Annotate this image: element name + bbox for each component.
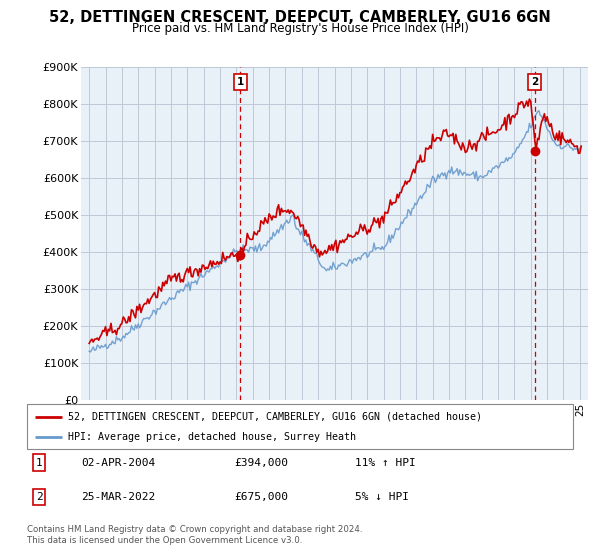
- Text: 1: 1: [35, 458, 43, 468]
- Text: £394,000: £394,000: [235, 458, 289, 468]
- Text: 25-MAR-2022: 25-MAR-2022: [82, 492, 156, 502]
- Text: 5% ↓ HPI: 5% ↓ HPI: [355, 492, 409, 502]
- Text: 52, DETTINGEN CRESCENT, DEEPCUT, CAMBERLEY, GU16 6GN: 52, DETTINGEN CRESCENT, DEEPCUT, CAMBERL…: [49, 10, 551, 25]
- Text: HPI: Average price, detached house, Surrey Heath: HPI: Average price, detached house, Surr…: [68, 432, 356, 442]
- Text: Contains HM Land Registry data © Crown copyright and database right 2024.
This d: Contains HM Land Registry data © Crown c…: [27, 525, 362, 545]
- FancyBboxPatch shape: [27, 404, 573, 449]
- Text: 1: 1: [237, 77, 244, 87]
- Text: 02-APR-2004: 02-APR-2004: [82, 458, 156, 468]
- Text: £675,000: £675,000: [235, 492, 289, 502]
- Text: 2: 2: [531, 77, 538, 87]
- Text: 2: 2: [35, 492, 43, 502]
- Text: 52, DETTINGEN CRESCENT, DEEPCUT, CAMBERLEY, GU16 6GN (detached house): 52, DETTINGEN CRESCENT, DEEPCUT, CAMBERL…: [68, 412, 482, 422]
- Text: Price paid vs. HM Land Registry's House Price Index (HPI): Price paid vs. HM Land Registry's House …: [131, 22, 469, 35]
- Text: 11% ↑ HPI: 11% ↑ HPI: [355, 458, 415, 468]
